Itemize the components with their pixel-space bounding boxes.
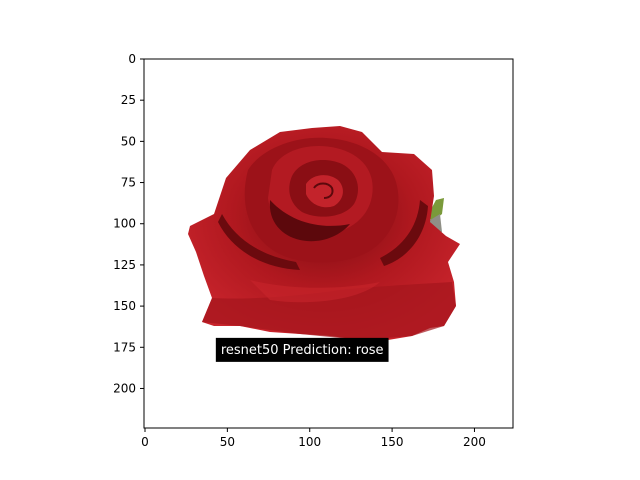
rose-bud-center	[306, 175, 343, 208]
y-tick-label: 75	[121, 176, 136, 190]
x-tick-label: 50	[220, 435, 235, 449]
prediction-label: resnet50 Prediction: rose	[221, 343, 384, 358]
x-tick-label: 0	[141, 435, 149, 449]
x-tick-label: 200	[463, 435, 486, 449]
y-axis: 0 25 50 75 100 125 150 175 200	[113, 52, 144, 395]
y-tick-label: 0	[128, 52, 136, 66]
prediction-annotation: resnet50 Prediction: rose	[215, 337, 389, 362]
y-tick-label: 200	[113, 381, 136, 395]
y-tick-label: 175	[113, 340, 136, 354]
rose-petal-fold-right	[380, 200, 428, 266]
rose-lower-petal-highlight	[250, 280, 380, 303]
y-tick-label: 150	[113, 299, 136, 313]
y-tick-label: 25	[121, 93, 136, 107]
y-tick-label: 100	[113, 217, 136, 231]
y-tick-label: 125	[113, 258, 136, 272]
rose-outer-petal-shadow	[202, 282, 456, 340]
x-tick-label: 100	[298, 435, 321, 449]
rose-image	[188, 126, 460, 340]
y-tick-label: 50	[121, 134, 136, 148]
x-axis: 0 50 100 150 200	[141, 428, 486, 449]
leaf	[428, 198, 444, 222]
rose-bud-swirl	[313, 182, 334, 199]
rose-petal-fold-left	[218, 214, 300, 270]
rose-bud-shadow	[269, 200, 350, 242]
prediction-label-box	[215, 337, 389, 362]
x-tick-label: 150	[381, 435, 404, 449]
axes-frame	[143, 58, 514, 429]
